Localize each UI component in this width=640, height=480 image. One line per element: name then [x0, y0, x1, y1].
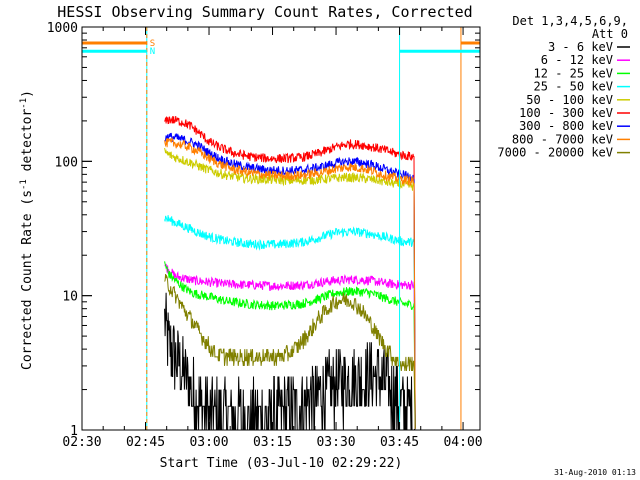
flag-layer: SN [82, 39, 480, 57]
chart-title: HESSI Observing Summary Count Rates, Cor… [57, 3, 472, 21]
series-line-3-6-kev [164, 292, 416, 431]
series-line-12-25-kev [164, 261, 416, 429]
series-line-6-12-kev [164, 263, 416, 429]
series-layer [164, 115, 416, 431]
y-axis-label-exp2: -1 [19, 98, 29, 109]
legend-label: 3 - 6 keV [548, 40, 613, 54]
series-line-800-7000-kev [164, 136, 416, 429]
legend-label: 50 - 100 keV [526, 93, 613, 107]
legend-header-line1: Det 1,3,4,5,6,9, [512, 14, 628, 28]
legend-entry-3-6-kev: 3 - 6 keV [548, 40, 630, 54]
y-axis-label: Corrected Count Rate (s-1 detector-1) [19, 90, 35, 370]
legend-label: 300 - 800 keV [519, 119, 613, 133]
x-tick-label: 02:45 [126, 435, 165, 450]
series-line-100-300-kev [164, 115, 416, 429]
x-axis: 02:30 02:45 03:00 03:15 03:30 03:45 04:00 [62, 27, 483, 450]
legend-entry-300-800-kev: 300 - 800 keV [519, 119, 630, 133]
marker-layer [81, 27, 481, 430]
y-tick-label: 100 [55, 155, 78, 170]
series-line-25-50-kev [164, 215, 416, 429]
x-tick-label: 03:30 [316, 435, 355, 450]
legend-header-line2: Att 0 [592, 27, 628, 41]
legend-entry-100-300-kev: 100 - 300 keV [519, 106, 630, 120]
y-axis-label-exp1: -1 [19, 179, 29, 190]
plot-area: SN 02:30 02:45 03:00 03:15 03:30 03:45 04:00 1… [47, 21, 483, 450]
legend-entry-25-50-kev: 25 - 50 keV [534, 80, 630, 94]
legend-label: 12 - 25 keV [534, 66, 613, 80]
legend-label: 6 - 12 keV [541, 53, 613, 67]
y-axis-label-end: ) [20, 90, 35, 98]
legend-entry-50-100-kev: 50 - 100 keV [526, 93, 630, 107]
flag-label-n: N [150, 47, 155, 57]
x-tick-label: 03:45 [380, 435, 419, 450]
legend-entry-12-25-kev: 12 - 25 keV [534, 66, 630, 80]
legend-label: 800 - 7000 keV [512, 132, 613, 146]
x-axis-label: Start Time (03-Jul-10 02:29:22) [160, 456, 403, 471]
y-axis: 1 10 100 1000 [47, 21, 480, 439]
legend-entry-7000-20000-kev: 7000 - 20000 keV [497, 146, 630, 160]
legend-label: 7000 - 20000 keV [497, 146, 613, 160]
y-axis-label-main: Corrected Count Rate (s [20, 190, 35, 370]
series-line-50-100-kev [164, 147, 416, 429]
flag-label-s: S [150, 39, 155, 49]
legend-entry-6-12-kev: 6 - 12 keV [541, 53, 630, 67]
plot-frame [81, 26, 481, 431]
y-tick-label: 10 [62, 290, 78, 305]
legend-label: 25 - 50 keV [534, 80, 613, 94]
x-tick-label: 03:00 [189, 435, 228, 450]
timestamp-annotation: 31-Aug-2010 01:13 [554, 468, 636, 477]
y-tick-label: 1 [70, 424, 78, 439]
x-tick-label: 04:00 [443, 435, 482, 450]
x-tick-label: 02:30 [62, 435, 101, 450]
y-tick-label: 1000 [47, 21, 78, 36]
x-tick-label: 03:15 [253, 435, 292, 450]
series-line-7000-20000-kev [164, 273, 416, 429]
legend-entry-800-7000-kev: 800 - 7000 keV [512, 132, 630, 146]
legend-label: 100 - 300 keV [519, 106, 613, 120]
y-axis-label-mid: detector [20, 109, 35, 180]
